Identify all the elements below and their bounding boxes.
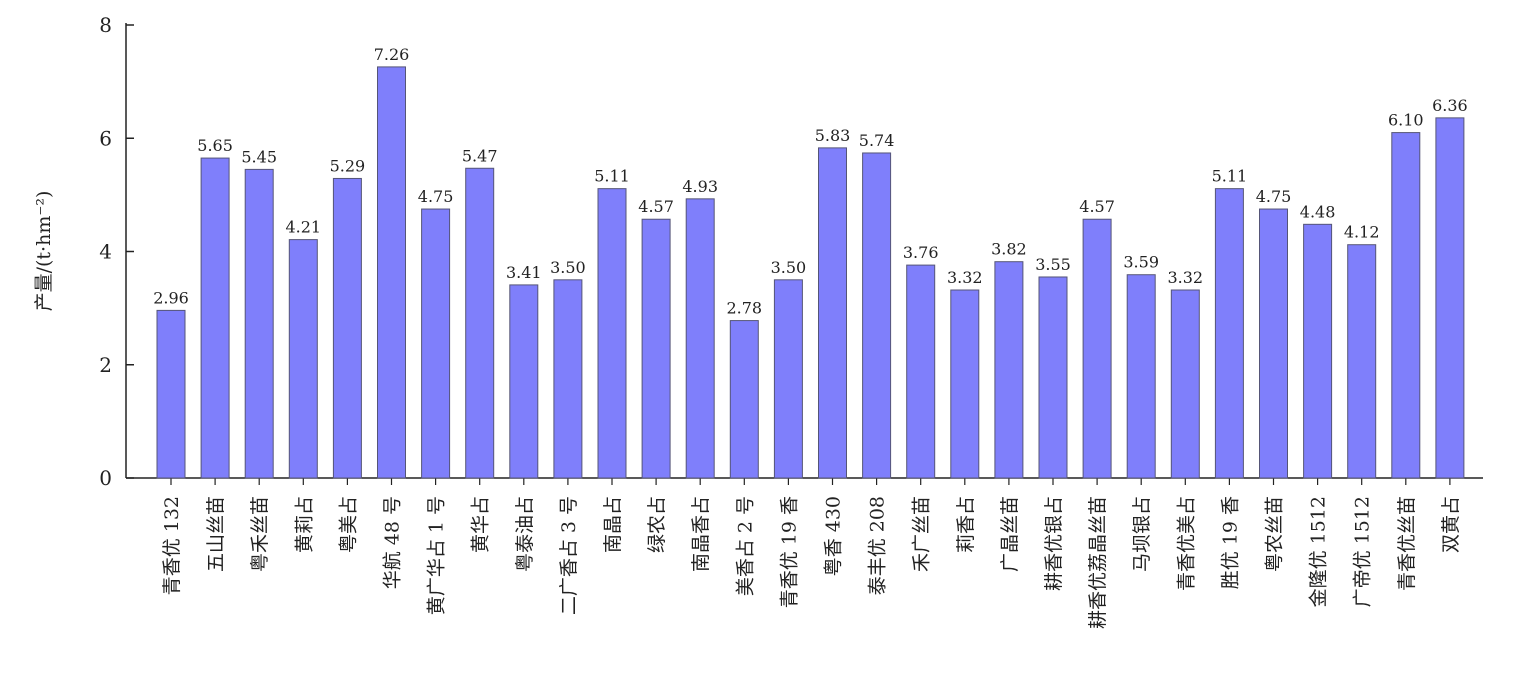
data-label: 3.41 — [506, 263, 542, 282]
bar — [509, 284, 539, 479]
x-tick-label: 黄广华占 1 号 — [426, 496, 448, 615]
x-tick-label: 青香优美占 — [1175, 496, 1197, 591]
x-tick-label: 粤泰油占 — [514, 496, 536, 572]
bar — [1303, 223, 1333, 479]
x-tick-label: 胜优 19 香 — [1219, 496, 1241, 589]
bar — [641, 218, 671, 479]
data-label: 3.82 — [991, 240, 1027, 259]
data-label: 6.36 — [1432, 96, 1468, 115]
bar — [1126, 274, 1156, 479]
x-tick-label: 粤农丝苗 — [1264, 496, 1286, 572]
data-label: 3.76 — [903, 243, 939, 262]
data-label: 5.83 — [815, 126, 851, 145]
x-tick-label: 广帝优 1512 — [1352, 496, 1374, 607]
bar — [332, 177, 362, 479]
data-label: 5.11 — [1212, 167, 1248, 186]
bar — [994, 261, 1024, 479]
x-tick-label: 黄莉占 — [293, 496, 315, 553]
x-tick-label: 南晶占 — [602, 496, 624, 553]
x-tick-label: 青香优 132 — [161, 496, 183, 595]
data-label: 5.65 — [197, 136, 233, 155]
bar — [1082, 218, 1112, 479]
bar — [1214, 188, 1244, 479]
bar — [421, 208, 451, 479]
data-label: 5.29 — [330, 156, 366, 175]
data-label: 5.74 — [859, 131, 895, 150]
x-tick-label: 南晶香占 — [690, 496, 712, 572]
bar — [1038, 276, 1068, 479]
data-label: 4.48 — [1300, 202, 1336, 221]
y-tick-label: 6 — [99, 126, 112, 150]
x-tick-label: 青香优 19 香 — [778, 496, 800, 608]
x-tick-label: 莉香占 — [955, 496, 977, 553]
data-label: 7.26 — [374, 45, 410, 64]
data-label: 3.50 — [771, 258, 807, 277]
x-tick-label: 粤美占 — [337, 496, 359, 553]
bar — [288, 239, 318, 479]
x-tick-label: 五山丝苗 — [205, 496, 227, 572]
data-label: 5.45 — [241, 147, 277, 166]
bar — [156, 309, 186, 479]
bar — [1391, 132, 1421, 479]
data-label: 2.78 — [726, 299, 762, 318]
x-tick-label: 泰丰优 208 — [867, 496, 889, 595]
data-label: 4.57 — [1079, 197, 1115, 216]
bar — [1259, 208, 1288, 479]
data-label: 4.75 — [418, 187, 454, 206]
bar — [818, 147, 847, 479]
y-tick-label: 4 — [99, 240, 112, 264]
data-label: 3.59 — [1123, 253, 1159, 272]
data-label: 6.10 — [1388, 111, 1424, 130]
data-label: 3.32 — [1167, 268, 1203, 287]
bar — [377, 66, 406, 479]
data-label: 3.50 — [550, 258, 586, 277]
x-tick-label: 禾广丝苗 — [911, 496, 933, 572]
bar — [465, 167, 495, 479]
bar — [1347, 244, 1377, 479]
y-axis-label: 产量/(t·hm⁻²) — [33, 191, 55, 312]
data-label: 5.47 — [462, 146, 498, 165]
bars — [156, 66, 1465, 479]
bar — [244, 168, 274, 479]
data-label: 3.32 — [947, 268, 983, 287]
data-label: 4.21 — [285, 218, 321, 237]
y-tick-label: 8 — [99, 13, 112, 37]
x-tick-label: 粤香 430 — [823, 496, 845, 576]
bar — [597, 188, 627, 479]
x-tick-label: 马坝银占 — [1131, 496, 1153, 572]
bar — [950, 289, 980, 479]
x-tick-label: 耕香优银占 — [1043, 496, 1065, 591]
y-tick-label: 0 — [99, 466, 112, 490]
x-tick-label: 广晶丝苗 — [999, 496, 1021, 572]
x-tick-label: 二广香占 3 号 — [558, 496, 580, 615]
x-tick-label: 青香优丝苗 — [1396, 496, 1418, 591]
data-label: 5.11 — [594, 167, 630, 186]
x-tick-label: 耕香优荔晶丝苗 — [1087, 496, 1109, 629]
bar — [1170, 289, 1200, 479]
data-label: 3.55 — [1035, 255, 1071, 274]
labels: 2.96 青香优 132 5.65 五山丝苗 5.45 粤禾丝苗 4.21 黄莉占 5.29 粤美… — [153, 45, 1468, 629]
x-tick-label: 绿农占 — [646, 496, 668, 553]
x-tick-label: 双黄占 — [1440, 496, 1462, 553]
bar — [906, 264, 936, 479]
y-tick-label: 2 — [99, 353, 112, 377]
data-label: 2.96 — [153, 288, 189, 307]
data-label: 4.93 — [682, 177, 718, 196]
x-tick-label: 黄华占 — [470, 496, 492, 553]
bar — [553, 279, 583, 479]
x-tick-label: 华航 48 号 — [382, 496, 404, 589]
bar — [685, 198, 715, 479]
bar — [862, 152, 892, 479]
bar — [1435, 117, 1465, 479]
bar — [200, 157, 230, 479]
x-tick-label: 美香占 2 号 — [734, 496, 756, 596]
bar — [729, 320, 759, 479]
data-label: 4.57 — [638, 197, 674, 216]
x-tick-label: 粤禾丝苗 — [249, 496, 271, 572]
data-label: 4.75 — [1256, 187, 1292, 206]
bar — [773, 279, 803, 479]
x-tick-label: 金隆优 1512 — [1308, 496, 1330, 607]
data-label: 4.12 — [1344, 223, 1380, 242]
